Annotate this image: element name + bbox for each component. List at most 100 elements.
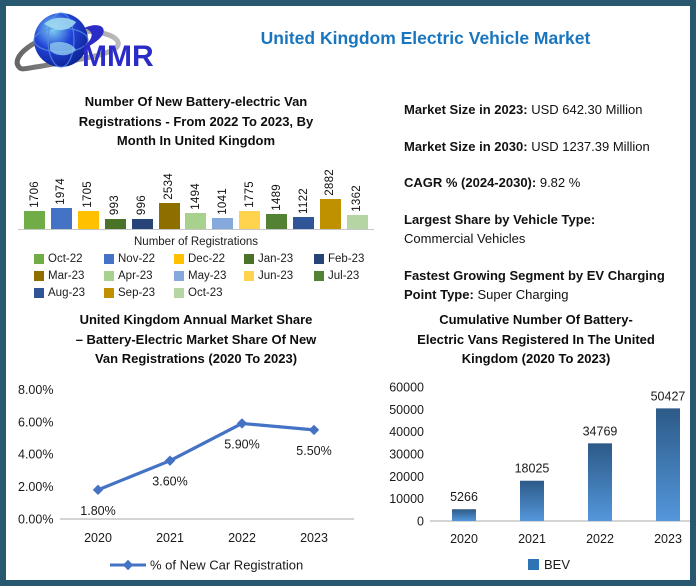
legend-item-aug-23: Aug-23 (34, 287, 104, 299)
monthly-registrations-chart: Number Of New Battery-electric Van Regis… (6, 86, 378, 302)
bar-value-label: 993 (109, 195, 122, 216)
y-tick-label: 10000 (389, 492, 424, 506)
fact-label: Largest Share by Vehicle Type: (404, 211, 596, 227)
legend-item-feb-23: Feb-23 (314, 253, 378, 265)
monthly-legend-title: Number of Registrations (134, 235, 258, 248)
legend-item-dec-22: Dec-22 (174, 253, 244, 265)
legend-label: Mar-23 (48, 269, 85, 282)
fact-largest-share: Largest Share by Vehicle Type: Commercia… (404, 210, 678, 249)
legend-label: Oct-22 (48, 252, 83, 265)
y-tick-label: 20000 (389, 469, 424, 483)
bar-value-label: 34769 (583, 424, 618, 438)
fact-label: CAGR % (2024-2030): (404, 175, 537, 190)
y-tick-label: 50000 (389, 402, 424, 416)
logo-text: MMR (82, 40, 154, 73)
cumulative-chart-svg: 0 10000 20000 30000 40000 50000 60000 5266 2020 1… (389, 380, 690, 572)
bar-2021 (520, 480, 544, 521)
content-grid: Number Of New Battery-electric Van Regis… (6, 86, 690, 581)
bar-mar-23 (158, 202, 180, 229)
bar-column-nov-22: 1974 (50, 177, 72, 229)
bar-value-label: 1974 (55, 177, 68, 205)
legend-swatch (174, 253, 184, 264)
legend-item-mar-23: Mar-23 (34, 270, 104, 282)
legend-label: Jul-23 (328, 269, 360, 282)
bar-oct-22 (24, 210, 45, 229)
market-facts: Market Size in 2023: USD 642.30 Million … (378, 86, 690, 302)
fact-value: 9.82 % (539, 175, 581, 190)
bar-value-label: 2534 (163, 172, 176, 200)
legend-swatch (34, 270, 44, 281)
header: MMR United Kingdom Electric Vehicle Mark… (6, 6, 690, 86)
cumulative-plot: 0 10000 20000 30000 40000 50000 60000 5266 2020 1… (382, 371, 690, 581)
legend-label: Oct-23 (188, 286, 223, 299)
data-point-label: 5.50% (296, 443, 331, 457)
cumulative-chart-title: Cumulative Number Of Battery- Electric V… (417, 312, 655, 366)
y-tick-label: 6.00% (18, 415, 53, 429)
bar-column-aug-23: 1122 (293, 187, 315, 229)
x-tick-label: 2022 (586, 532, 614, 546)
annual-market-share-chart: United Kingdom Annual Market Share – Bat… (6, 302, 378, 581)
y-tick-label: 0 (417, 514, 424, 528)
y-tick-label: 8.00% (18, 382, 53, 396)
bar-column-oct-23: 1362 (346, 184, 368, 229)
legend-item-nov-22: Nov-22 (104, 253, 174, 265)
x-tick-label: 2023 (300, 531, 328, 545)
y-tick-label: 2.00% (18, 480, 53, 494)
x-tick-label: 2021 (518, 532, 546, 546)
monthly-bars-plot: 1706 1974 1705 993 996 2534 1494 1041 1775 1489 11… (18, 153, 374, 230)
bar-jul-23 (266, 213, 288, 229)
bar-column-jan-23: 993 (104, 195, 126, 229)
legend-item-jun-23: Jun-23 (244, 270, 314, 282)
x-tick-label: 2021 (156, 531, 184, 545)
bar-value-label: 1494 (189, 182, 202, 210)
legend-swatch (174, 287, 184, 298)
legend-label: Jan-23 (258, 252, 294, 265)
legend-item-apr-23: Apr-23 (104, 270, 174, 282)
bar-value-label: 1362 (351, 184, 364, 212)
legend-item-oct-23: Oct-23 (174, 287, 244, 299)
bar-value-label: 5266 (450, 490, 478, 504)
data-point-label: 5.90% (224, 437, 259, 451)
legend-marker (122, 559, 134, 570)
bar-column-feb-23: 996 (131, 195, 153, 229)
fact-value: USD 642.30 Million (531, 102, 643, 117)
bar-value-label: 1489 (270, 183, 283, 211)
y-tick-label: 30000 (389, 447, 424, 461)
data-point-marker (164, 454, 176, 466)
legend-swatch (174, 270, 184, 281)
legend-item-oct-22: Oct-22 (34, 253, 104, 265)
data-point-marker (236, 417, 248, 429)
legend-item-jan-23: Jan-23 (244, 253, 314, 265)
data-point-label: 1.80% (80, 503, 115, 517)
globe-icon: MMR (14, 12, 154, 73)
bar-2023 (656, 407, 680, 521)
share-chart-title: United Kingdom Annual Market Share – Bat… (75, 312, 317, 366)
legend-swatch (314, 253, 324, 264)
legend-swatch (244, 270, 254, 281)
bar-nov-22 (50, 207, 72, 229)
share-chart-svg: 0.00% 2.00% 4.00% 6.00% 8.00% 1.80% 3.60% 5.90%… (18, 382, 354, 572)
bar-value-label: 1122 (297, 187, 310, 214)
legend-swatch (34, 253, 44, 264)
fact-market-size-2023: Market Size in 2023: USD 642.30 Million (404, 100, 678, 120)
fact-value: USD 1237.39 Million (531, 138, 650, 154)
bar-feb-23 (131, 218, 153, 229)
legend-label: May-23 (188, 269, 227, 282)
fact-label: Market Size in 2030: (404, 138, 528, 154)
bar-dec-22 (77, 210, 99, 229)
bar-column-apr-23: 1494 (185, 182, 207, 229)
share-plot: 0.00% 2.00% 4.00% 6.00% 8.00% 1.80% 3.60% 5.90%… (14, 371, 378, 581)
fact-value: Commercial Vehicles (404, 231, 526, 246)
bar-value-label: 2882 (324, 168, 337, 196)
legend-label: Nov-22 (118, 252, 156, 265)
bev-legend-label: BEV (544, 557, 570, 572)
legend-item-may-23: May-23 (174, 270, 244, 282)
bar-column-may-23: 1041 (212, 188, 234, 229)
legend-label: Feb-23 (328, 252, 365, 265)
share-legend-label: % of New Car Registration (150, 557, 303, 572)
share-line (97, 421, 315, 491)
bar-column-jul-23: 1489 (266, 183, 288, 229)
bar-value-label: 1705 (82, 180, 95, 208)
fact-label: Fastest Growing Segment by EV Charging P… (404, 267, 665, 303)
